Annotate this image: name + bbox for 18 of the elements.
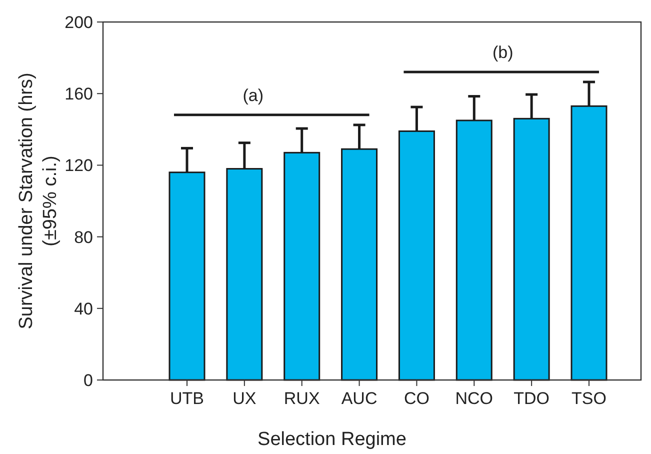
x-tick-label: UTB bbox=[170, 389, 204, 408]
x-tick-label: RUX bbox=[284, 389, 320, 408]
x-tick-label: NCO bbox=[455, 389, 494, 408]
y-tick-label: 80 bbox=[74, 228, 93, 247]
x-tick-label: TSO bbox=[572, 389, 606, 408]
x-axis-title: Selection Regime bbox=[258, 429, 406, 450]
x-tick-label: AUC bbox=[341, 389, 378, 408]
y-tick-label: 200 bbox=[64, 12, 93, 32]
y-tick-label: 0 bbox=[84, 370, 93, 390]
y-tick-label: 120 bbox=[64, 156, 93, 176]
x-tick-label: CO bbox=[404, 389, 430, 408]
y-tick-label: 160 bbox=[64, 84, 93, 104]
x-tick-label: UX bbox=[232, 389, 256, 408]
annotation: (b) bbox=[492, 42, 514, 62]
x-tick-label: TDO bbox=[514, 389, 550, 408]
y-tick-label: 40 bbox=[74, 299, 93, 318]
annotation: (a) bbox=[242, 86, 264, 105]
y-axis-title: Survival under Starvation (hrs) (±95% c.i.) bbox=[16, 72, 61, 330]
